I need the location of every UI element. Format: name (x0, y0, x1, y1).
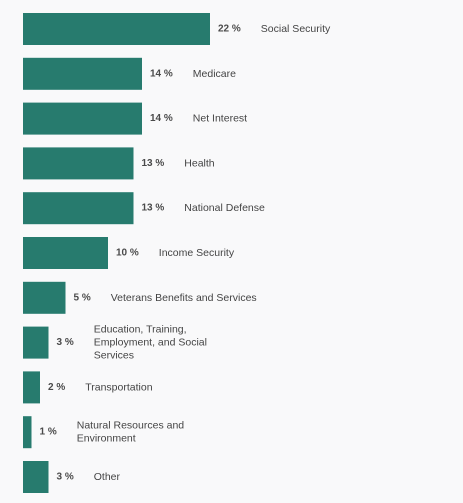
bar-category-label: Social Security (261, 23, 331, 35)
bar-value-label: 1 % (40, 427, 57, 438)
bar (23, 57, 142, 90)
bar (23, 416, 32, 449)
bar-value-label: 10 % (116, 248, 139, 259)
bar-category-line: Income Security (159, 247, 235, 259)
bar-category-label: Medicare (193, 68, 236, 80)
bar (23, 192, 134, 225)
bar-value-label: 3 % (57, 472, 74, 483)
bar-category-line: Net Interest (193, 113, 247, 125)
bar-value-label: 5 % (74, 292, 91, 303)
bar-value-label: 13 % (142, 203, 165, 214)
bar-value-label: 22 % (218, 24, 241, 35)
bar-value-label: 3 % (57, 337, 74, 348)
bar-value-label: 14 % (150, 68, 173, 79)
bar-category-line: Natural Resources and (77, 420, 185, 432)
bar-category-line: Transportation (85, 381, 152, 393)
bar-category-label: Income Security (159, 247, 235, 259)
bar-value-label: 2 % (48, 382, 65, 393)
bar-value-label: 14 % (150, 113, 173, 124)
bar-category-label: Education, Training, Employment, and Soci… (94, 324, 207, 362)
bar (23, 371, 40, 404)
bar (23, 326, 49, 359)
bar-category-label: Transportation (85, 381, 152, 393)
bar-category-line: Other (94, 471, 121, 483)
bar-category-line: Veterans Benefits and Services (111, 292, 257, 304)
bars-group: 22 % Social Security 14 % Medicare 14 % Net I… (23, 13, 331, 493)
bar (23, 102, 142, 135)
bar-category-line: Services (94, 350, 134, 362)
bar (23, 461, 49, 493)
bar-category-line: Employment, and Social (94, 337, 207, 349)
bar-value-label: 13 % (142, 158, 165, 169)
bar-category-line: Medicare (193, 68, 236, 80)
bar-category-line: Education, Training, (94, 324, 187, 336)
bar (23, 281, 66, 314)
bar-category-label: Veterans Benefits and Services (111, 292, 257, 304)
bar-category-line: National Defense (184, 202, 265, 214)
bar-category-label: National Defense (184, 202, 265, 214)
bar-category-label: Health (184, 157, 215, 169)
bar-category-line: Social Security (261, 23, 331, 35)
bar-category-line: Environment (77, 433, 136, 445)
bar-category-label: Net Interest (193, 113, 247, 125)
bar-category-line: Health (184, 157, 215, 169)
bar (23, 147, 134, 180)
bar (23, 237, 108, 269)
bar-category-label: Other (94, 471, 121, 483)
bar (23, 13, 210, 45)
bar-category-label: Natural Resources and Environment (77, 420, 185, 445)
